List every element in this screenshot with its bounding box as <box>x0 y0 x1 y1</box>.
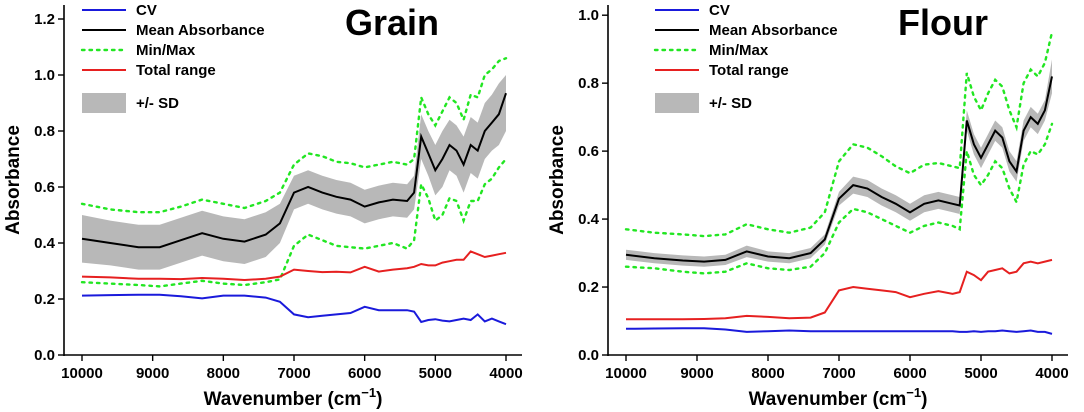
y-tick-label: 0.0 <box>34 347 55 364</box>
legend-label-sd: +/- SD <box>136 95 179 112</box>
legend-label-mean-absorbance: Mean Absorbance <box>136 22 265 39</box>
x-tick-label: 8000 <box>207 365 240 382</box>
legend: CV Mean Absorbance Min/Max Total range +/- S… <box>80 2 265 113</box>
y-tick-label: 0.2 <box>578 279 599 296</box>
x-tick-label: 5000 <box>419 365 452 382</box>
x-tick-label: 10000 <box>61 365 103 382</box>
y-tick-label: 1.0 <box>578 7 599 24</box>
mean-absorbance-line <box>81 92 507 249</box>
x-tick-label: 4000 <box>1035 365 1068 382</box>
sd-band <box>82 75 506 270</box>
x-tick-label: 10000 <box>605 365 647 382</box>
y-tick-label: 0.2 <box>34 291 55 308</box>
panel-title: Flour <box>898 2 988 43</box>
x-tick-label: 4000 <box>489 365 522 382</box>
x-axis-title: Wavenumber (cm−1) <box>749 385 928 410</box>
legend: CV Mean Absorbance Min/Max Total range +/- S… <box>653 2 838 113</box>
y-tick-label: 0.4 <box>578 211 600 228</box>
cv-line <box>81 293 507 326</box>
legend-label-mean-absorbance: Mean Absorbance <box>709 22 838 39</box>
legend-label-min-max: Min/Max <box>709 42 769 59</box>
y-axis-title: Absorbance <box>3 125 24 235</box>
legend-swatch-sd <box>82 93 126 113</box>
chart-panel-grain: 0.0 0.2 0.4 0.6 0.8 1.0 1.2 10000 9000 8000 7000 60… <box>3 2 523 410</box>
max-line <box>80 57 508 214</box>
mean-absorbance-line <box>625 76 1053 263</box>
y-tick-label: 0.4 <box>34 235 56 252</box>
legend-label-cv: CV <box>709 2 730 19</box>
total-range-line <box>626 258 1053 321</box>
legend-label-total-range: Total range <box>709 62 789 79</box>
y-tick-label: 0.6 <box>34 179 55 196</box>
legend-label-total-range: Total range <box>136 62 216 79</box>
x-tick-label: 6000 <box>348 365 381 382</box>
min-line <box>80 157 508 288</box>
x-tick-label: 7000 <box>822 365 855 382</box>
y-axis-title: Absorbance <box>547 125 568 235</box>
x-tick-label: 9000 <box>136 365 169 382</box>
y-tick-label: 1.0 <box>34 67 55 84</box>
legend-label-sd: +/- SD <box>709 95 752 112</box>
panel-title: Grain <box>345 2 439 43</box>
y-tick-label: 0.8 <box>578 75 599 92</box>
x-axis-title: Wavenumber (cm−1) <box>204 385 383 410</box>
x-tick-label: 9000 <box>680 365 713 382</box>
y-tick-label: 1.2 <box>34 11 55 28</box>
chart-panel-flour: 0.0 0.2 0.4 0.6 0.8 1.0 10000 9000 8000 7000 6000 5… <box>547 2 1069 410</box>
legend-label-cv: CV <box>136 2 157 19</box>
cv-line <box>625 327 1053 335</box>
legend-label-min-max: Min/Max <box>136 42 196 59</box>
sd-band <box>626 59 1052 267</box>
x-tick-label: 6000 <box>893 365 926 382</box>
x-tick-label: 7000 <box>277 365 310 382</box>
legend-swatch-sd <box>655 93 699 113</box>
max-line <box>624 31 1054 238</box>
x-tick-label: 8000 <box>751 365 784 382</box>
min-line <box>624 122 1054 275</box>
y-tick-label: 0.6 <box>578 143 599 160</box>
y-tick-label: 0.0 <box>578 347 599 364</box>
x-tick-label: 5000 <box>964 365 997 382</box>
total-range-line <box>81 250 507 282</box>
y-tick-label: 0.8 <box>34 123 55 140</box>
